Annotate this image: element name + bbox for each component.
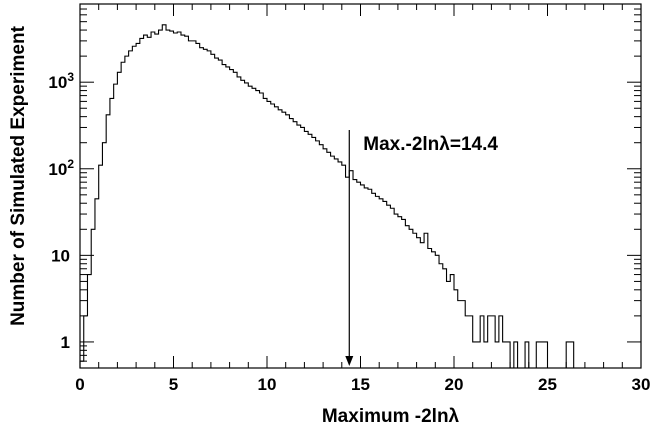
x-tick-label: 0 — [75, 375, 84, 394]
y-tick-label: 103 — [48, 70, 74, 92]
x-tick-label: 20 — [445, 375, 464, 394]
x-tick-label: 15 — [351, 375, 370, 394]
plot-frame — [79, 3, 642, 369]
annotation-arrow-head — [345, 356, 354, 366]
y-tick-label: 1 — [61, 333, 70, 352]
x-tick-label: 25 — [538, 375, 557, 394]
y-axis-title: Number of Simulated Experiment — [8, 25, 29, 326]
x-tick-label: 5 — [169, 375, 178, 394]
x-tick-label: 10 — [258, 375, 277, 394]
y-tick-label: 102 — [48, 157, 74, 179]
y-tick-label: 10 — [51, 246, 70, 265]
annotation-label: Max.-2lnλ=14.4 — [363, 134, 498, 155]
plot-layer — [79, 3, 642, 369]
histogram-series — [79, 24, 585, 369]
x-axis-title: Maximum -2lnλ — [322, 406, 460, 427]
x-tick-label: 30 — [632, 375, 651, 394]
tick-layer: 0 5 10 15 20 25 30 1 10 102 103 — [48, 3, 651, 394]
